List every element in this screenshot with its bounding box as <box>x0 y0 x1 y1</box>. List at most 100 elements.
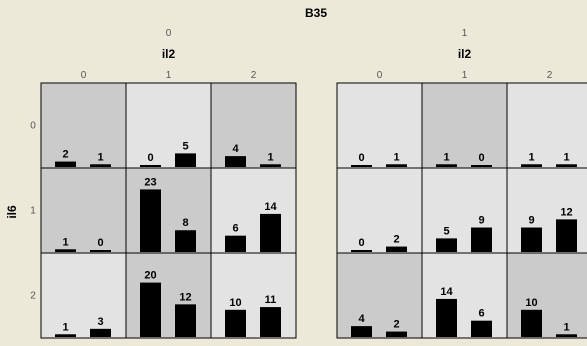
bar-value-label: 14 <box>440 286 453 298</box>
bar-value-label: 9 <box>528 215 534 227</box>
bar-value-label: 0 <box>358 237 364 249</box>
cell-background <box>506 252 587 339</box>
cell-background <box>506 82 587 169</box>
bar <box>556 164 577 167</box>
bar-value-label: 1 <box>563 151 569 163</box>
cell-background <box>421 82 508 169</box>
bar <box>521 227 542 252</box>
bar-value-label: 2 <box>62 149 68 161</box>
bar <box>351 165 372 167</box>
bar <box>175 230 196 252</box>
cell-background <box>125 167 212 254</box>
bar <box>175 153 196 167</box>
bar-value-label: 20 <box>144 270 156 282</box>
bar-value-label: 0 <box>97 237 103 249</box>
bar <box>471 320 492 337</box>
bar-value-label: 1 <box>267 151 273 163</box>
bar <box>386 246 407 252</box>
cell-background <box>336 252 423 339</box>
bar <box>471 227 492 252</box>
bar <box>90 250 111 252</box>
bar <box>175 304 196 337</box>
column-tick-label: 1 <box>166 70 172 81</box>
bar <box>386 164 407 167</box>
panel-variable-label: il2 <box>162 47 176 61</box>
bar <box>556 219 577 252</box>
bar <box>436 238 457 252</box>
bar <box>55 161 76 167</box>
bar-value-label: 0 <box>478 152 484 164</box>
bar <box>471 165 492 167</box>
bar <box>140 189 161 252</box>
bar-value-label: 12 <box>179 291 191 303</box>
bar <box>140 282 161 337</box>
bar-value-label: 4 <box>232 143 239 155</box>
bar-value-label: 8 <box>182 217 188 229</box>
bar-value-label: 9 <box>478 215 484 227</box>
bar <box>521 164 542 167</box>
cell-background <box>336 82 423 169</box>
bar <box>55 249 76 252</box>
bar <box>436 164 457 167</box>
bar <box>260 213 281 252</box>
bar <box>436 298 457 337</box>
column-tick-label: 0 <box>377 70 383 81</box>
cell-background <box>125 252 212 339</box>
chart-title: B35 <box>305 6 327 20</box>
bar-value-label: 5 <box>182 140 188 152</box>
bar-value-label: 1 <box>62 236 68 248</box>
bar-value-label: 11 <box>265 294 277 306</box>
bar <box>351 250 372 252</box>
column-tick-label: 0 <box>81 70 87 81</box>
cell-background <box>421 167 508 254</box>
bar-value-label: 10 <box>525 297 537 309</box>
bar <box>260 307 281 337</box>
bar <box>55 334 76 337</box>
bar-value-label: 4 <box>358 313 365 325</box>
bar <box>225 235 246 252</box>
row-tick-label: 0 <box>30 121 36 132</box>
column-tick-label: 1 <box>462 70 468 81</box>
row-variable-label: il6 <box>5 205 19 219</box>
panel-label: 1 <box>462 28 468 39</box>
bar-value-label: 3 <box>97 316 103 328</box>
bar <box>90 328 111 337</box>
cell-background <box>40 252 127 339</box>
column-tick-label: 2 <box>251 70 257 81</box>
bar-value-label: 5 <box>443 225 449 237</box>
cell-background <box>336 167 423 254</box>
bar-value-label: 1 <box>528 151 534 163</box>
bar-value-label: 23 <box>144 176 156 188</box>
bar <box>225 309 246 337</box>
cell-background <box>421 252 508 339</box>
bar-value-label: 0 <box>358 152 364 164</box>
bar-value-label: 6 <box>232 223 238 235</box>
row-tick-label: 2 <box>30 291 36 302</box>
bar <box>351 326 372 337</box>
row-tick-label: 1 <box>30 206 36 217</box>
bar <box>140 165 161 167</box>
cell-background <box>210 252 297 339</box>
bar-value-label: 1 <box>393 151 399 163</box>
bar-value-label: 14 <box>264 201 277 213</box>
bar-value-label: 1 <box>62 321 68 333</box>
bar-value-label: 0 <box>147 152 153 164</box>
cell-background <box>40 82 127 169</box>
bar-value-label: 1 <box>97 151 103 163</box>
bar <box>556 334 577 337</box>
cell-background <box>210 167 297 254</box>
column-tick-label: 2 <box>547 70 553 81</box>
cell-background <box>210 82 297 169</box>
bar <box>386 331 407 337</box>
bar-value-label: 10 <box>229 297 241 309</box>
bar <box>521 309 542 337</box>
bar <box>90 164 111 167</box>
bar-value-label: 1 <box>443 151 449 163</box>
panel-label: 0 <box>166 28 172 39</box>
bar-value-label: 2 <box>393 234 399 246</box>
panel-variable-label: il2 <box>458 47 472 61</box>
bar-value-label: 1 <box>563 321 569 333</box>
